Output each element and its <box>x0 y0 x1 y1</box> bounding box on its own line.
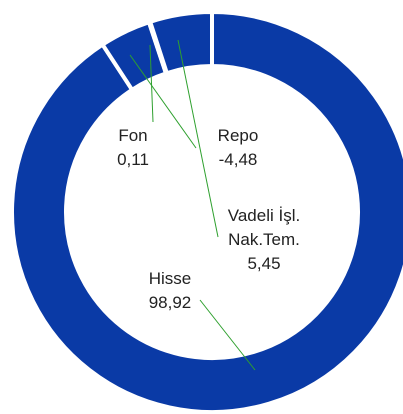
label: Vadeli İşl. Nak.Tem. 5,45 <box>214 204 314 276</box>
donut-slice <box>10 9 403 414</box>
leader-line <box>149 44 154 123</box>
label: Repo -4,48 <box>183 124 293 172</box>
leader-line <box>129 54 197 149</box>
category-label: Repo <box>217 126 259 145</box>
donut-slice <box>147 9 214 76</box>
value-label: -4,48 <box>218 150 258 169</box>
value-label: 5,45 <box>247 254 281 273</box>
label: Fon 0,11 <box>78 124 188 172</box>
category-label: Vadeli İşl. Nak.Tem. <box>227 206 301 249</box>
leader-line <box>177 39 219 238</box>
label: Hisse 98,92 <box>115 267 225 315</box>
value-label: 98,92 <box>148 293 192 312</box>
value-label: 0,11 <box>117 150 149 169</box>
leader-line <box>199 299 256 371</box>
category-label: Hisse <box>148 269 192 288</box>
leader-lines <box>129 39 256 371</box>
category-label: Fon <box>118 126 148 145</box>
